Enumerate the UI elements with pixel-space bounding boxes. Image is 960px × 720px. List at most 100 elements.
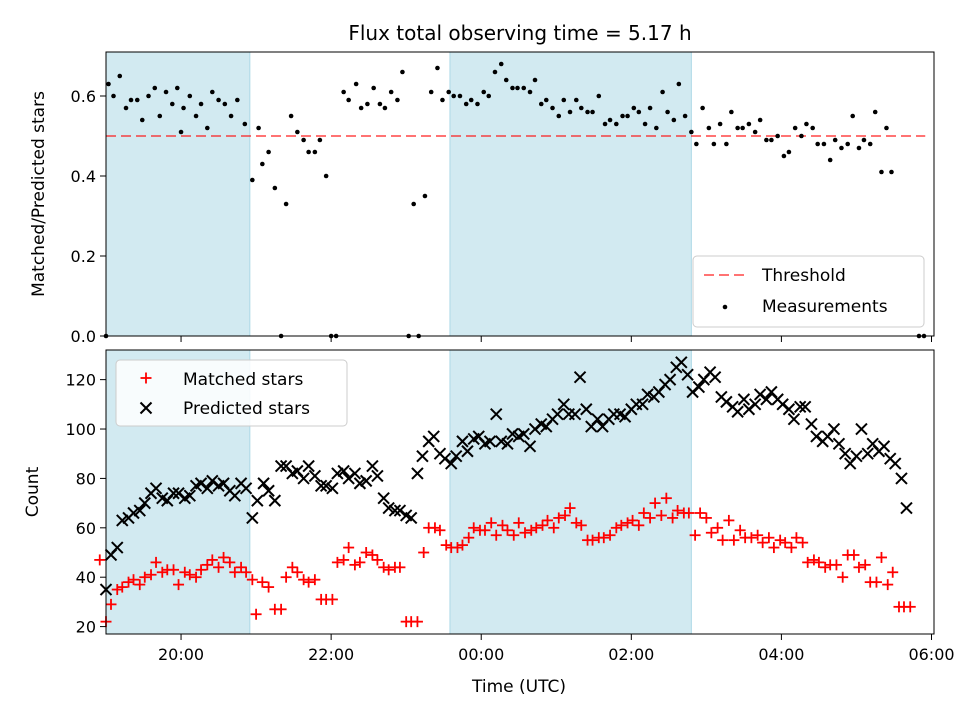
predicted-stars-point: [663, 373, 677, 386]
matched-stars-point: [378, 561, 390, 573]
predicted-stars-point: [183, 489, 197, 502]
predicted-stars-point: [551, 408, 564, 421]
measurement-point: [602, 121, 608, 127]
measurement-point: [556, 113, 562, 119]
matched-stars-point: [604, 529, 616, 541]
predicted-stars-point: [838, 447, 852, 460]
matched-stars-point: [870, 576, 882, 588]
matched-stars-point: [717, 534, 729, 546]
measurement-point: [804, 121, 809, 127]
predicted-stars-point: [692, 380, 706, 394]
matched-stars-point: [627, 514, 639, 526]
measurement-point: [527, 89, 533, 95]
bottom-x-axis: 20:00 22:00 00:00 02:00 04:00 06:00: [158, 634, 955, 664]
matched-stars-point: [757, 537, 769, 549]
matched-stars-point: [263, 581, 275, 593]
matched-stars-point: [712, 522, 724, 534]
matched-stars-point: [303, 576, 315, 588]
measurement-point: [174, 85, 180, 91]
predicted-stars-point: [760, 393, 773, 406]
matched-stars-point: [853, 561, 865, 573]
predicted-stars-point: [591, 412, 604, 426]
predicted-stars-point: [861, 447, 874, 460]
matched-stars-point: [246, 574, 258, 586]
x-tick-label: 04:00: [758, 645, 804, 664]
matched-stars-point: [553, 512, 565, 524]
measurement-point: [446, 89, 452, 95]
measurement-point: [872, 109, 878, 115]
measurement-point: [451, 93, 457, 99]
measurement-point: [665, 109, 670, 115]
matched-stars-point: [615, 519, 627, 531]
measurement-point: [377, 101, 383, 107]
predicted-stars-point: [167, 487, 180, 500]
predicted-stars-point: [246, 511, 259, 525]
predicted-stars-point: [490, 408, 503, 421]
matched-stars-point: [734, 524, 746, 536]
predicted-stars-point: [737, 393, 751, 406]
matched-stars-point: [168, 564, 180, 576]
predicted-stars-point: [895, 472, 908, 485]
measurement-point: [382, 105, 388, 111]
predicted-stars-point: [580, 403, 593, 416]
matched-stars-point: [213, 561, 225, 573]
matched-stars-point: [638, 507, 650, 519]
measurement-point: [266, 149, 271, 155]
matched-stars-point: [140, 372, 152, 384]
matched-stars-point: [537, 519, 549, 531]
predicted-stars-point: [149, 482, 163, 495]
matched-stars-point: [774, 534, 786, 546]
measurement-point: [486, 93, 492, 99]
measurement-point: [769, 137, 774, 143]
predicted-stars-point: [359, 474, 373, 488]
matched-stars-point: [819, 561, 831, 573]
predicted-stars-point: [787, 412, 801, 426]
measurement-point: [481, 89, 487, 95]
predicted-stars-point: [708, 370, 722, 384]
measurement-point: [850, 113, 856, 119]
measurement-point: [395, 97, 400, 103]
legend-predicted-label: Predicted stars: [183, 399, 310, 419]
matched-stars-point: [570, 517, 582, 529]
y-tick-label: 100: [65, 420, 96, 439]
x-tick-label: 02:00: [608, 645, 654, 664]
measurement-point: [889, 169, 894, 175]
measurement-point: [578, 105, 584, 111]
measurement-point: [543, 97, 549, 103]
matched-stars-points: [94, 492, 916, 628]
measurement-point: [435, 65, 440, 71]
matched-stars-point: [229, 566, 241, 578]
predicted-stars-point: [523, 440, 537, 453]
measurement-point: [235, 97, 240, 103]
measurement-point: [111, 93, 116, 99]
measurement-point: [856, 145, 862, 151]
measurement-point: [724, 141, 729, 147]
measurement-point: [306, 149, 311, 155]
measurement-point: [198, 101, 204, 107]
predicted-stars-point: [239, 482, 253, 495]
matched-stars-point: [904, 601, 916, 613]
bottom-y-axis-label: Count: [23, 466, 43, 517]
measurements-points: [103, 61, 927, 339]
measurement-point: [786, 149, 792, 155]
matched-stars-point: [875, 551, 887, 563]
measurement-point: [671, 117, 677, 123]
measurement-point: [596, 93, 602, 99]
matched-stars-point: [672, 505, 684, 517]
y-tick-label: 20: [76, 618, 96, 637]
matched-stars-point: [542, 514, 554, 526]
predicted-stars-point: [681, 368, 694, 381]
predicted-stars-point: [416, 449, 429, 463]
matched-stars-point: [830, 559, 842, 571]
matched-stars-point: [763, 532, 775, 544]
x-tick-label: 20:00: [158, 645, 204, 664]
measurement-point: [764, 137, 769, 143]
measurement-point: [463, 101, 469, 107]
measurement-point: [521, 85, 527, 91]
matched-stars-point: [723, 514, 735, 526]
matched-stars-point: [218, 551, 230, 563]
measurement-point: [839, 145, 844, 151]
measurement-point: [827, 157, 833, 163]
legend-measurements-label: Measurements: [762, 297, 888, 317]
measurement-point: [187, 93, 193, 99]
